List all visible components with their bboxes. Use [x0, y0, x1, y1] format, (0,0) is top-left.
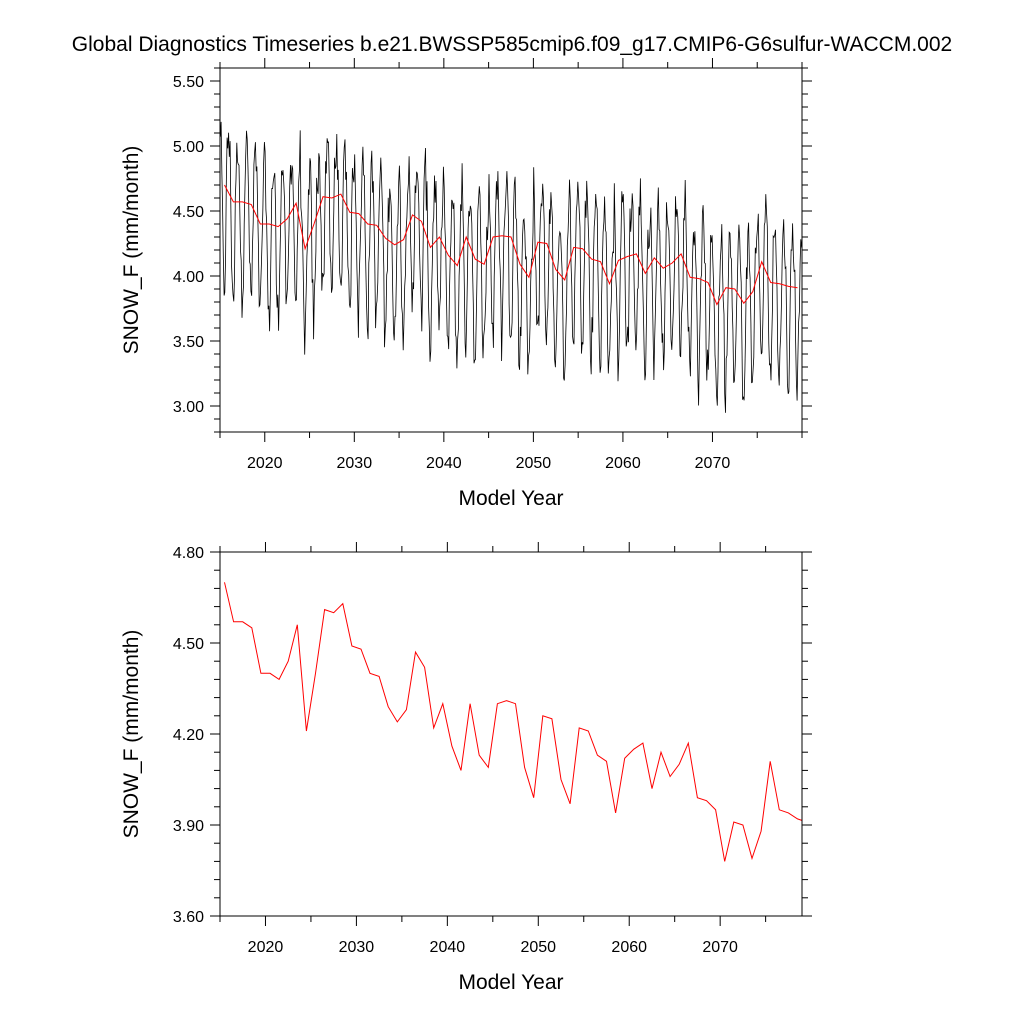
- bottom-y-tick-label: 4.20: [173, 727, 204, 744]
- chart-title: Global Diagnostics Timeseries b.e21.BWSS…: [72, 33, 952, 56]
- top-annual-mean-series-line: [224, 184, 798, 306]
- top-y-tick-label: 3.50: [173, 334, 204, 351]
- bottom-panel-plot-area: [224, 582, 802, 862]
- bottom-y-tick-label: 4.50: [173, 636, 204, 653]
- top-x-tick-label: 2020: [247, 455, 283, 472]
- bottom-x-tick-label: 2030: [339, 939, 375, 956]
- top-x-tick-label: 2030: [337, 455, 373, 472]
- top-y-tick-label: 3.00: [173, 399, 204, 416]
- bottom-x-tick-label: 2070: [702, 939, 738, 956]
- top-y-tick-label: 4.00: [173, 269, 204, 286]
- bottom-panel-x-axis-label: Model Year: [458, 971, 563, 994]
- bottom-x-tick-label: 2040: [430, 939, 466, 956]
- top-panel-y-axis-label: SNOW_F (mm/month): [120, 146, 143, 355]
- top-panel-monthly-timeseries: 2020 2030 2040 2050 2060 2070 3.00 3.50 4.00 4.50…: [120, 58, 812, 510]
- top-x-tick-label: 2050: [516, 455, 552, 472]
- top-y-tick-label: 5.00: [173, 139, 204, 156]
- bottom-y-tick-label: 3.60: [173, 909, 204, 926]
- top-monthly-series-line: [220, 121, 802, 413]
- bottom-panel-annual-timeseries: 2020 2030 2040 2050 2060 2070 3.60 3.90 4.20 4.50…: [120, 542, 812, 994]
- top-x-tick-label: 2070: [695, 455, 731, 472]
- top-x-tick-label: 2060: [605, 455, 641, 472]
- bottom-x-tick-label: 2020: [248, 939, 284, 956]
- bottom-panel-y-axis-label: SNOW_F (mm/month): [120, 630, 143, 839]
- top-panel-ticks: 2020 2030 2040 2050 2060 2070 3.00 3.50 4.00 4.50…: [173, 58, 812, 472]
- bottom-annual-mean-series-line: [224, 582, 802, 862]
- bottom-x-tick-label: 2050: [520, 939, 556, 956]
- top-y-tick-label: 5.50: [173, 74, 204, 91]
- bottom-panel-ticks: 2020 2030 2040 2050 2060 2070 3.60 3.90 4.20 4.50…: [173, 542, 812, 956]
- bottom-y-tick-label: 3.90: [173, 818, 204, 835]
- bottom-panel-frame: [219, 551, 803, 917]
- bottom-y-tick-label: 4.80: [173, 545, 204, 562]
- top-panel-plot-area: [220, 121, 802, 413]
- top-x-tick-label: 2040: [426, 455, 462, 472]
- top-panel-x-axis-label: Model Year: [458, 487, 563, 510]
- bottom-x-tick-label: 2060: [611, 939, 647, 956]
- top-y-tick-label: 4.50: [173, 204, 204, 221]
